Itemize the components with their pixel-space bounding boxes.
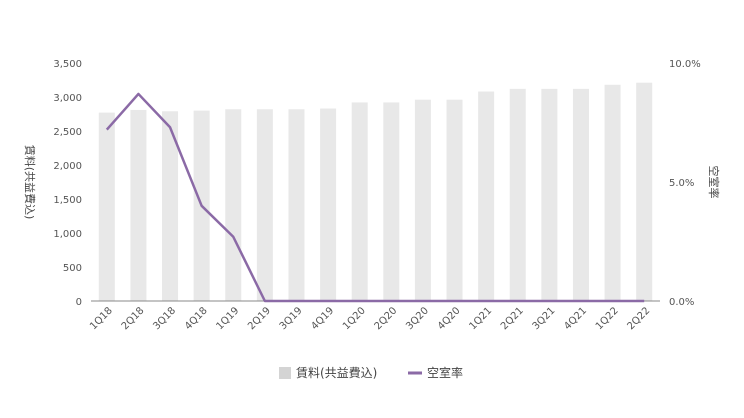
bar (509, 88, 526, 301)
bar (98, 112, 115, 301)
y-tick-label: 1,000 (53, 229, 82, 240)
x-tick-label: 3Q18 (151, 305, 178, 332)
x-tick-label: 1Q18 (88, 305, 115, 332)
x-axis-ticks: 1Q18 2Q18 3Q18 4Q18 1Q19 2Q19 3Q19 4Q19 1Q20 2Q20… (88, 305, 652, 332)
x-tick-label: 1Q20 (341, 305, 368, 332)
y-tick-label: 3,000 (53, 93, 82, 104)
y2-tick-label: 10.0% (669, 59, 701, 70)
x-tick-label: 4Q20 (436, 305, 463, 332)
x-tick-label: 1Q21 (467, 305, 494, 332)
x-tick-label: 2Q21 (499, 305, 526, 332)
bar (541, 88, 558, 301)
bar (446, 99, 463, 301)
bar (604, 84, 621, 301)
y2-axis-title: 空室率 (707, 166, 721, 199)
x-tick-label: 1Q19 (215, 305, 242, 332)
y2-tick-label: 0.0% (669, 297, 694, 308)
x-tick-label: 3Q20 (404, 305, 431, 332)
bar (636, 82, 653, 301)
y-axis-title: 賃料(共益費込) (23, 145, 37, 220)
bar (478, 91, 495, 301)
legend-bar-label: 賃料(共益費込) (296, 365, 377, 380)
legend-line-label: 空室率 (427, 365, 463, 380)
y-tick-label: 2,000 (53, 161, 82, 172)
bar (288, 109, 305, 302)
bar (572, 88, 589, 301)
y2-tick-label: 5.0% (669, 178, 694, 189)
y-tick-label: 2,500 (53, 127, 82, 138)
x-tick-label: 2Q22 (625, 305, 652, 332)
y-tick-label: 500 (63, 263, 82, 274)
y-tick-label: 0 (76, 297, 82, 308)
bar (256, 109, 273, 302)
x-tick-label: 2Q19 (246, 305, 273, 332)
x-tick-label: 2Q20 (373, 305, 400, 332)
bar (383, 102, 400, 301)
bar (351, 102, 368, 301)
legend: 賃料(共益費込) 空室率 (279, 365, 463, 380)
legend-bar-swatch (279, 367, 291, 379)
x-tick-label: 3Q19 (278, 305, 305, 332)
y-tick-label: 1,500 (53, 195, 82, 206)
x-tick-label: 4Q18 (183, 305, 210, 332)
x-tick-label: 3Q21 (531, 305, 558, 332)
bar (225, 109, 242, 302)
bar-series (98, 82, 653, 302)
x-tick-label: 1Q22 (594, 305, 621, 332)
x-tick-label: 4Q21 (562, 305, 589, 332)
y-tick-label: 3,500 (53, 59, 82, 70)
bar (130, 109, 147, 301)
x-tick-label: 2Q18 (120, 305, 147, 332)
bar (320, 108, 337, 301)
bar (162, 111, 179, 301)
bar (414, 99, 431, 301)
vacancy-rate-line (105, 92, 645, 303)
x-tick-label: 4Q19 (309, 305, 336, 332)
left-axis-ticks: 0 500 1,000 1,500 2,000 2,500 3,000 3,500 (53, 59, 82, 308)
right-axis-ticks: 0.0% 5.0% 10.0% (669, 59, 701, 308)
